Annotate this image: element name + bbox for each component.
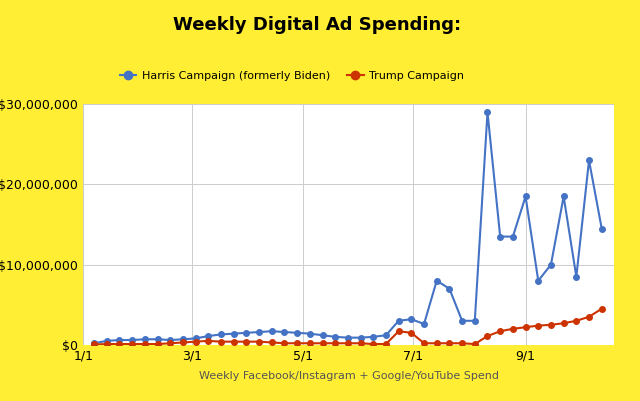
X-axis label: Weekly Facebook/Instagram + Google/YouTube Spend: Weekly Facebook/Instagram + Google/YouTu… (199, 371, 499, 381)
Legend: Harris Campaign (formerly Biden), Trump Campaign: Harris Campaign (formerly Biden), Trump … (115, 67, 468, 85)
Text: Weekly Digital Ad Spending: ​Biden/Harris vs. Trump: Weekly Digital Ad Spending: ​Biden/Harri… (58, 16, 582, 34)
Text: Weekly Digital Ad Spending:: Weekly Digital Ad Spending: (173, 16, 467, 34)
